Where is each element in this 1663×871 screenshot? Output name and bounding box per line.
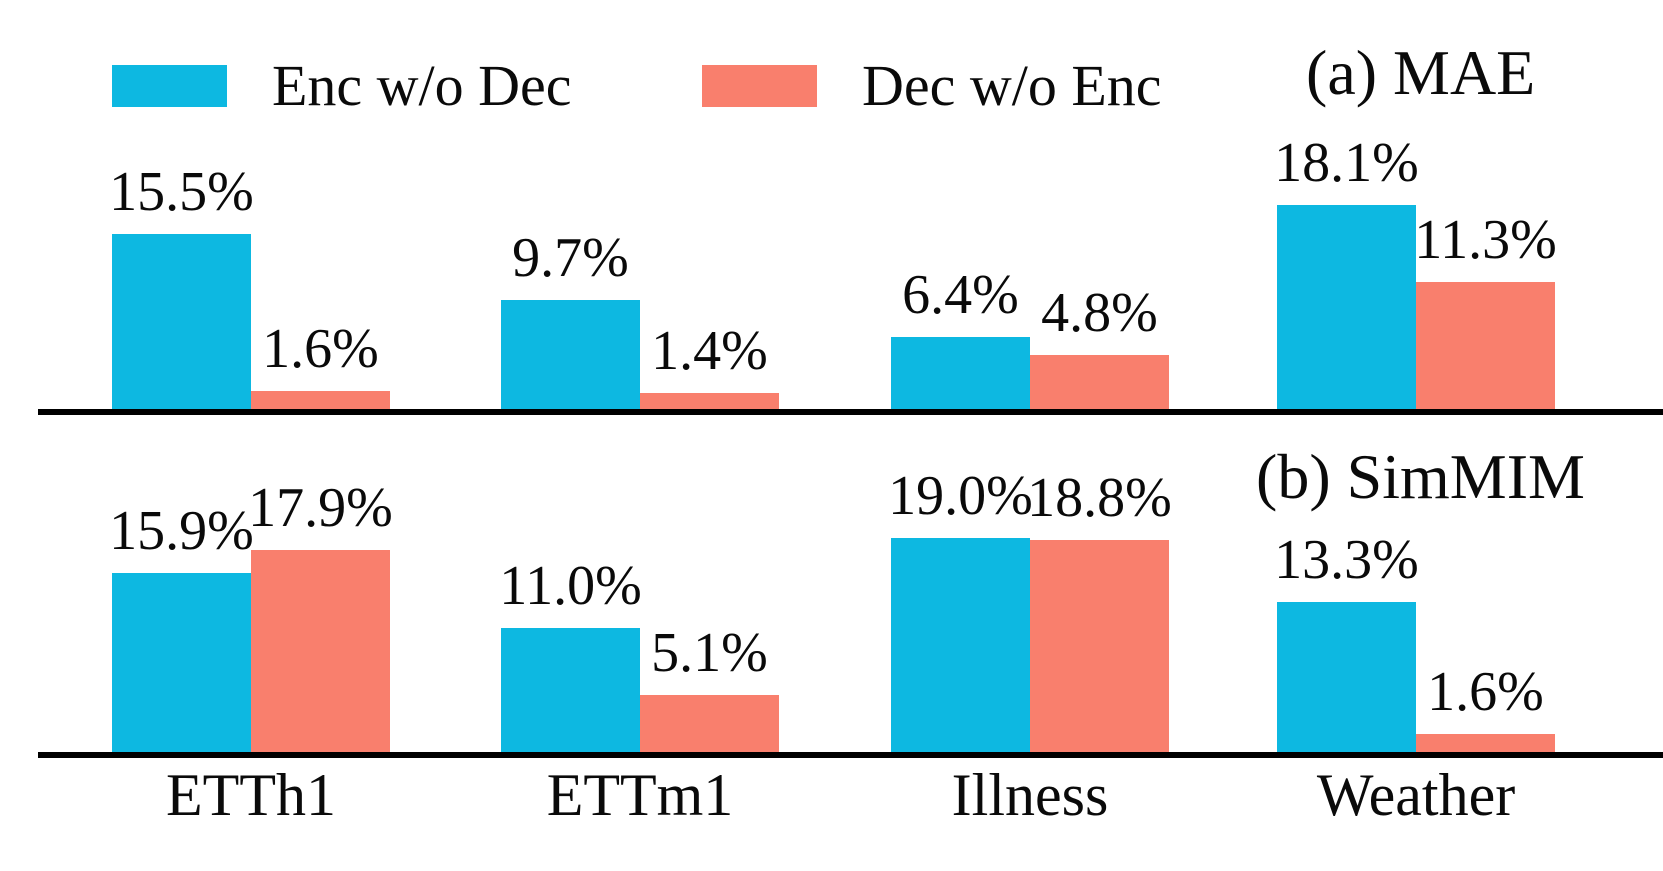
legend-label-dec-wo-enc: Dec w/o Enc <box>862 53 1162 118</box>
panel-a-baseline <box>38 409 1663 415</box>
bar-column-enc-weather: 13.3% <box>1274 529 1419 752</box>
bar-column-dec-etth1: 1.6% <box>251 321 390 409</box>
bar-dec-etth1 <box>251 391 390 409</box>
value-label-enc-illness: 6.4% <box>902 264 1019 326</box>
bar-enc-ettm1 <box>501 628 640 752</box>
bar-dec-illness <box>1030 540 1169 752</box>
bar-enc-illness <box>891 538 1030 752</box>
value-label-dec-weather: 11.3% <box>1414 209 1557 271</box>
bar-column-enc-weather: 18.1% <box>1274 132 1419 409</box>
value-label-dec-etth1: 1.6% <box>262 318 379 380</box>
bar-dec-ettm1 <box>640 393 779 409</box>
bar-column-dec-ettm1: 5.1% <box>640 625 779 752</box>
value-label-dec-ettm1: 1.4% <box>651 320 768 382</box>
value-label-enc-ettm1: 9.7% <box>512 227 629 289</box>
panel-a-mae-bars: 15.5% 1.6% 9.7% 1.4% 6.4% 4.8% 18.1% 11.3% <box>0 0 1663 409</box>
bar-group-weather: 18.1% 11.3% <box>1274 132 1557 409</box>
value-label-enc-etth1: 15.9% <box>109 500 254 562</box>
panel-a-title: (a) MAE <box>1306 37 1536 108</box>
value-label-enc-ettm1: 11.0% <box>499 555 642 617</box>
x-label-weather: Weather <box>1316 762 1516 828</box>
bar-column-dec-weather: 1.6% <box>1416 664 1555 752</box>
bar-group-etth1: 15.9% 17.9% <box>109 477 393 752</box>
value-label-enc-weather: 13.3% <box>1274 529 1419 591</box>
x-label-etth1: ETTh1 <box>166 762 336 828</box>
bar-column-enc-ettm1: 11.0% <box>499 555 642 752</box>
bar-dec-etth1 <box>251 550 390 752</box>
bar-group-weather: 13.3% 1.6% <box>1274 529 1555 752</box>
bar-dec-ettm1 <box>640 695 779 752</box>
bar-column-dec-illness: 4.8% <box>1030 285 1169 409</box>
bar-enc-illness <box>891 337 1030 409</box>
bar-column-dec-weather: 11.3% <box>1414 209 1557 409</box>
bar-group-illness: 19.0% 18.8% <box>888 465 1172 752</box>
value-label-dec-illness: 18.8% <box>1027 467 1172 529</box>
bar-column-enc-illness: 19.0% <box>888 465 1033 752</box>
bar-group-illness: 6.4% 4.8% <box>891 267 1169 409</box>
panel-b-simmim-bars: 15.9% 17.9% 11.0% 5.1% 19.0% 18.8% 13.3% 1.6% <box>0 415 1663 752</box>
panel-b-baseline <box>38 752 1663 758</box>
legend-item-dec-wo-enc: Dec w/o Enc <box>702 52 1162 120</box>
bar-column-enc-etth1: 15.9% <box>109 500 254 752</box>
bar-column-enc-ettm1: 9.7% <box>501 230 640 409</box>
bar-group-ettm1: 11.0% 5.1% <box>499 555 779 752</box>
value-label-dec-illness: 4.8% <box>1041 282 1158 344</box>
panel-b-title: (b) SimMIM <box>1256 441 1585 512</box>
bar-column-dec-etth1: 17.9% <box>248 477 393 752</box>
legend-label-enc-wo-dec: Enc w/o Dec <box>272 53 572 118</box>
bar-column-enc-illness: 6.4% <box>891 267 1030 409</box>
value-label-dec-weather: 1.6% <box>1427 661 1544 723</box>
bar-dec-illness <box>1030 355 1169 409</box>
bar-column-dec-illness: 18.8% <box>1027 467 1172 752</box>
bar-column-enc-etth1: 15.5% <box>109 161 254 409</box>
legend-swatch-dec-color <box>702 65 817 107</box>
bar-column-dec-ettm1: 1.4% <box>640 323 779 409</box>
value-label-enc-etth1: 15.5% <box>109 161 254 223</box>
x-label-ettm1: ETTm1 <box>546 762 734 828</box>
bar-enc-ettm1 <box>501 300 640 409</box>
bar-dec-weather <box>1416 734 1555 752</box>
bar-group-ettm1: 9.7% 1.4% <box>501 230 779 409</box>
value-label-enc-illness: 19.0% <box>888 465 1033 527</box>
bar-enc-weather <box>1277 205 1416 409</box>
bar-enc-etth1 <box>112 234 251 409</box>
x-label-illness: Illness <box>951 762 1109 828</box>
bar-dec-weather <box>1416 282 1555 409</box>
value-label-dec-ettm1: 5.1% <box>651 622 768 684</box>
value-label-enc-weather: 18.1% <box>1274 132 1419 194</box>
value-label-dec-etth1: 17.9% <box>248 477 393 539</box>
legend-swatch-enc-color <box>112 65 227 107</box>
bar-enc-etth1 <box>112 573 251 752</box>
legend-item-enc-wo-dec: Enc w/o Dec <box>112 52 572 120</box>
bar-group-etth1: 15.5% 1.6% <box>109 161 390 409</box>
bar-enc-weather <box>1277 602 1416 752</box>
